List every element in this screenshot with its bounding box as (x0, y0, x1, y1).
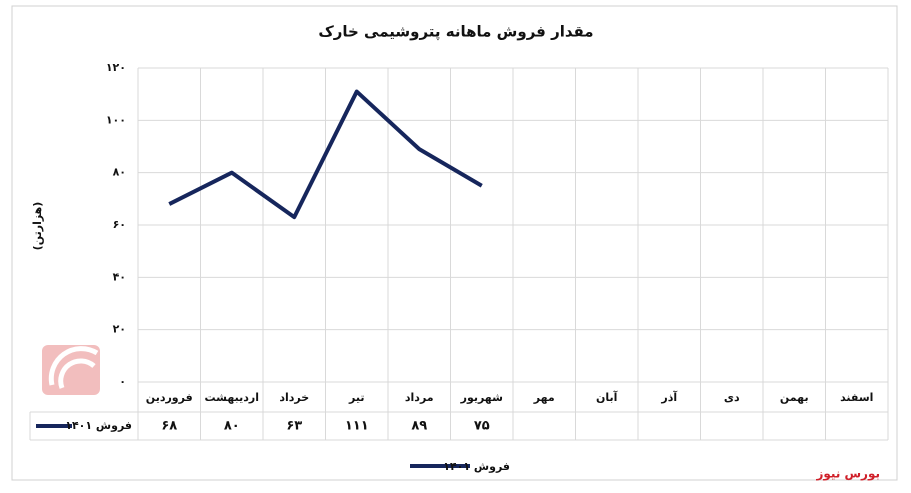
x-tick-label: بهمن (780, 391, 809, 404)
table-value: ۶۸ (161, 419, 177, 434)
table-series-name: فروش ۱۴۰۱ (65, 419, 132, 432)
y-tick-label: ۴۰ (113, 270, 126, 283)
chart-title: مقدار فروش ماهانه پتروشیمی خارک (318, 23, 593, 42)
y-axis-label: (هزارتن) (31, 202, 44, 251)
table-value: ۱۱۱ (345, 419, 369, 434)
table-value: ۶۳ (286, 419, 302, 434)
x-tick-label: فروردین (146, 391, 193, 404)
x-tick-label: تیر (348, 391, 364, 404)
x-tick-label: خرداد (279, 391, 309, 404)
x-tick-label: اردیبهشت (205, 391, 259, 404)
y-tick-label: ۱۲۰ (106, 61, 126, 74)
legend-label: فروش ۱۴۰۱ (443, 460, 510, 473)
x-tick-label: مهر (533, 391, 555, 404)
table-value: ۸۰ (224, 419, 240, 434)
x-tick-label: آذر (660, 390, 677, 404)
x-tick-label: مرداد (405, 391, 434, 404)
y-tick-label: ۰ (119, 375, 126, 388)
x-tick-label: آبان (596, 390, 618, 404)
logo-watermark (42, 345, 100, 395)
table-value: ۸۹ (411, 419, 427, 434)
data-line (168, 89, 483, 220)
x-tick-label: اسفند (840, 391, 873, 404)
chart-frame (11, 5, 898, 481)
x-tick-label: شهریور (460, 391, 503, 404)
y-tick-label: ۲۰ (113, 323, 126, 336)
y-tick-label: ۱۰۰ (106, 113, 126, 126)
y-tick-label: ۸۰ (113, 166, 126, 179)
x-tick-label: دی (724, 391, 740, 404)
source-watermark: بورس نیوز (815, 467, 880, 482)
table-value: ۷۵ (474, 419, 490, 434)
y-tick-label: ۶۰ (113, 218, 126, 231)
